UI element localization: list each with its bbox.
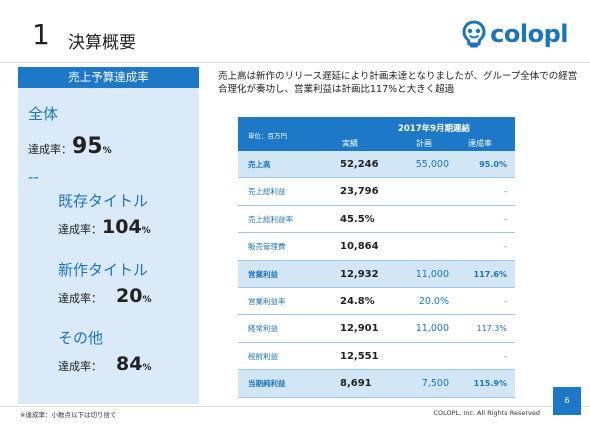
row-rate: 117.3% (476, 324, 507, 334)
group-name-other: その他 (58, 329, 104, 347)
period-label: 2017年9月期連結 (397, 124, 471, 134)
table-row: 当期純利益 8,691 7,500 115.9% (238, 370, 515, 398)
sales-achievement-panel: 売上予算達成率 全体 達成率：95% -- 既存タイトル 達成率：104% 新作… (18, 67, 199, 404)
table-row: 売上総利益率 45.5% - (238, 206, 515, 234)
row-actual: 52,246 (340, 159, 379, 170)
row-label: 営業利益 (248, 269, 278, 279)
row-label: 販売管理費 (248, 242, 286, 252)
column-actual: 実績 (342, 139, 358, 148)
row-rate: 117.6% (473, 269, 507, 279)
row-label: 経常利益 (248, 324, 278, 334)
row-label: 当期純利益 (248, 379, 286, 389)
row-label: 売上高 (248, 160, 271, 169)
row-rate: - (504, 214, 507, 224)
total-rate: 達成率：95% (28, 134, 112, 159)
row-plan: 7,500 (421, 378, 449, 390)
rate-prefix: 達成率： (58, 223, 102, 236)
footnote: ※達成率：小数点以下は切り捨て (20, 411, 117, 419)
row-actual: 8,691 (340, 378, 372, 390)
row-plan: 11,000 (415, 323, 449, 335)
row-actual: 23,796 (340, 186, 379, 198)
row-actual: 12,932 (340, 268, 379, 280)
row-plan: 20.0% (418, 296, 449, 307)
table-row: 営業利益 12,932 11,000 117.6% (238, 260, 515, 288)
table-row: 営業利益率 24.8% 20.0% - (238, 288, 515, 316)
page-title: 決算概要 (68, 33, 136, 53)
row-label: 売上総利益率 (248, 214, 293, 224)
table-row: 税前利益 12,551 - (238, 343, 515, 371)
row-plan: 11,000 (415, 268, 449, 280)
panel-heading: 売上予算達成率 (18, 67, 199, 88)
row-actual: 24.8% (340, 296, 375, 307)
column-rate: 達成率 (468, 139, 492, 148)
summary-description: 売上高は新作のリリース遅延により計画未達となりましたが、グループ全体での経営合理… (218, 71, 578, 95)
table-row: 経常利益 12,901 11,000 117.3% (238, 315, 515, 343)
copyright: COLOPL, Inc. All Rights Reserved (433, 409, 540, 417)
rate-unit: % (142, 295, 152, 305)
panel-separator: -- (28, 168, 39, 186)
row-label: 営業利益率 (248, 297, 286, 306)
rate-prefix: 達成率： (58, 360, 102, 373)
row-rate: - (504, 351, 507, 361)
rate-value: 20 (116, 285, 143, 307)
row-label: 売上総利益 (248, 187, 286, 197)
table-row: 販売管理費 10,864 - (238, 233, 515, 261)
row-rate: - (504, 297, 507, 306)
table-row: 売上総利益 23,796 - (238, 178, 515, 206)
row-rate: - (504, 242, 507, 252)
group-rate-new: 達成率： 20% (58, 285, 151, 307)
table-row: 売上高 52,246 55,000 95.0% (238, 151, 515, 179)
rate-unit: % (141, 226, 151, 236)
rate-value: 104 (102, 216, 142, 238)
row-actual: 45.5% (340, 213, 375, 225)
table-header: 単位：百万円 2017年9月期連結 実績 計画 達成率 (238, 117, 515, 151)
unit-label: 単位：百万円 (248, 132, 287, 140)
rate-prefix: 達成率： (58, 292, 102, 305)
rate-unit: % (142, 363, 152, 373)
group-rate-existing: 達成率：104% (58, 216, 151, 238)
footer-divider (0, 406, 590, 407)
total-rate-prefix: 達成率： (28, 143, 72, 156)
row-label: 税前利益 (248, 351, 278, 361)
total-rate-unit: % (102, 146, 112, 156)
rate-value: 84 (116, 353, 143, 375)
total-rate-value: 95 (72, 134, 103, 159)
company-logo: colopl (459, 19, 568, 49)
row-plan: 55,000 (415, 159, 449, 170)
total-label: 全体 (28, 105, 59, 123)
row-actual: 12,551 (340, 350, 379, 362)
column-plan: 計画 (416, 139, 432, 148)
page-number: 6 (553, 387, 581, 415)
financial-results-table: 単位：百万円 2017年9月期連結 実績 計画 達成率 売上高 52,246 55,… (238, 117, 515, 398)
group-name-new: 新作タイトル (58, 261, 149, 279)
row-actual: 12,901 (340, 323, 379, 335)
header-divider (0, 62, 590, 63)
logo-bulb-icon (462, 20, 486, 48)
logo-text: colopl (490, 20, 568, 48)
row-actual: 10,864 (340, 241, 379, 253)
row-rate: 115.9% (473, 379, 507, 389)
group-name-existing: 既存タイトル (58, 192, 149, 210)
group-rate-other: 達成率： 84% (58, 353, 151, 375)
row-rate: - (504, 187, 507, 197)
row-rate: 95.0% (479, 160, 507, 169)
section-number: 1 (32, 18, 50, 51)
